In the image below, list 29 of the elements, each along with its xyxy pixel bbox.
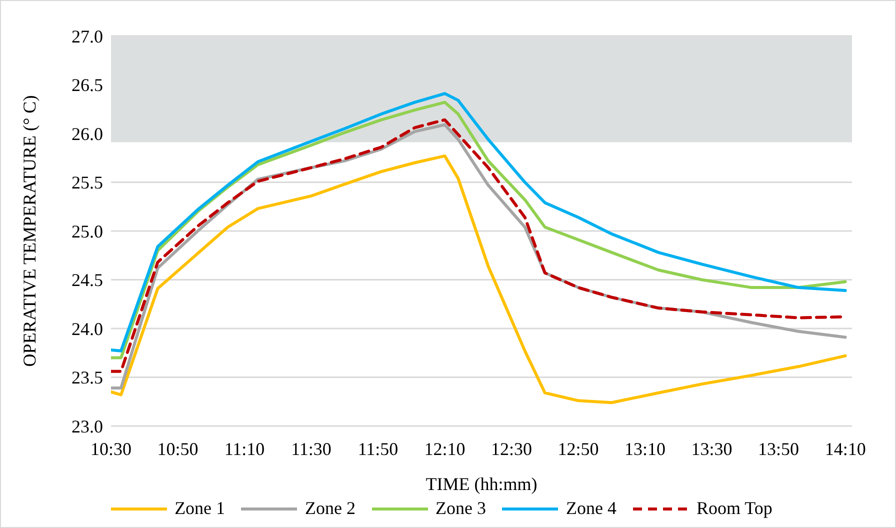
legend-label: Zone 2 bbox=[305, 498, 356, 519]
line-series bbox=[111, 154, 847, 404]
y-tick-label: 26.5 bbox=[72, 75, 103, 96]
x-tick-label: 11:30 bbox=[291, 438, 332, 459]
legend-label: Zone 4 bbox=[566, 498, 616, 519]
y-tick-label: 26.0 bbox=[72, 124, 103, 144]
x-tick-label: 12:30 bbox=[491, 438, 532, 459]
y-tick-label: 23.0 bbox=[72, 416, 103, 436]
legend-label: Zone 3 bbox=[436, 498, 486, 519]
y-tick-label: 23.5 bbox=[72, 368, 103, 388]
y-tick-label: 24.5 bbox=[72, 270, 103, 290]
x-tick-label: 10:30 bbox=[90, 438, 132, 459]
x-tick-label: 12:50 bbox=[558, 438, 599, 459]
x-tick-label: 13:10 bbox=[624, 438, 666, 459]
legend-label: Zone 1 bbox=[174, 498, 226, 519]
x-tick-label: 12:10 bbox=[424, 438, 466, 459]
legend-label: Room Top bbox=[696, 498, 772, 519]
x-tick-label: 13:30 bbox=[691, 438, 732, 459]
y-axis-title: OPERATIVE TEMPERATURE (° C) bbox=[19, 95, 40, 367]
x-tick-label: 14:10 bbox=[824, 438, 866, 459]
x-axis-title: TIME (hh:mm) bbox=[426, 474, 538, 494]
x-tick-label: 11:10 bbox=[224, 438, 265, 459]
y-tick-label: 27.0 bbox=[72, 26, 103, 46]
y-tick-label: 25.0 bbox=[72, 221, 103, 242]
x-tick-label: 13:50 bbox=[758, 438, 800, 459]
y-tick-label: 25.5 bbox=[72, 172, 103, 193]
x-tick-label: 11:50 bbox=[358, 438, 398, 459]
y-tick-label: 24.0 bbox=[72, 318, 103, 339]
x-tick-label: 10:50 bbox=[157, 438, 198, 459]
